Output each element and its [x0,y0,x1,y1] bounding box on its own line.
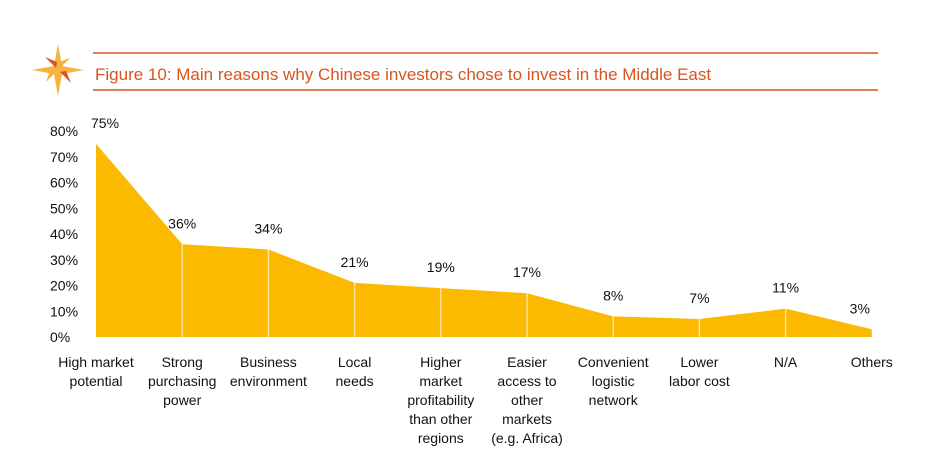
data-label: 75% [91,115,119,131]
data-label: 36% [168,215,196,231]
compass-logo-icon [32,44,84,96]
x-tick-label: Business environment [230,354,307,389]
data-label: 21% [341,254,369,270]
y-tick-label: 40% [50,226,78,242]
x-tick-label: Higher market profitability than other regio… [407,354,474,446]
y-tick-label: 60% [50,175,78,191]
plot-area [96,143,872,337]
x-tick-label: High market potential [58,354,134,389]
data-label: 7% [689,290,709,306]
x-tick-label: Others [851,354,893,370]
y-tick-label: 30% [50,252,78,268]
x-tick-label: Strong purchasing power [148,354,217,408]
x-tick-label: Lower labor cost [669,354,730,389]
data-labels: 75% 36% 34% 21% 19% 17% 8% 7% 11% 3% [91,115,870,316]
y-tick-label: 80% [50,123,78,139]
chart-title: Figure 10: Main reasons why Chinese inve… [95,65,711,84]
data-label: 3% [850,300,870,316]
y-axis: 0% 10% 20% 30% 40% 50% 60% 70% 80% [50,123,78,345]
x-tick-label: Easier access to other markets (e.g. Africa) [491,354,563,446]
data-label: 11% [772,280,799,296]
x-tick-label: Local needs [336,354,374,389]
x-tick-label: Convenient logistic network [578,354,649,408]
area-series [96,143,872,337]
data-label: 8% [603,287,623,303]
y-tick-label: 0% [50,329,70,345]
y-tick-label: 70% [50,149,78,165]
y-tick-label: 10% [50,303,78,319]
x-tick-label: N/A [774,354,798,370]
y-tick-label: 50% [50,200,78,216]
data-label: 17% [513,264,541,280]
data-label: 19% [427,259,455,275]
data-label: 34% [254,220,282,236]
x-axis: High market potential Strong purchasing powe… [58,354,893,446]
y-tick-label: 20% [50,278,78,294]
